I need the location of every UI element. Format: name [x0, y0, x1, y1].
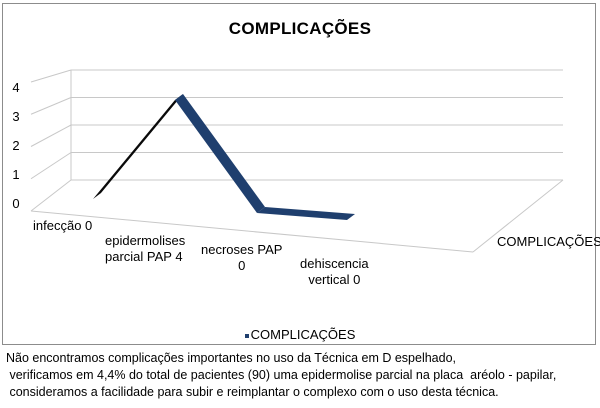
y-tick-label-3: 3	[12, 109, 20, 124]
gridline-side-4	[30, 69, 72, 83]
gridline-side-0	[30, 179, 72, 212]
caption: Não encontramos complicações importantes…	[6, 350, 598, 401]
ribbon-segment-2	[257, 207, 355, 220]
y-tick-label-1: 1	[12, 167, 20, 182]
chart-frame: COMPLICAÇÕES 0 1 2 3 4 infecção 0 epider…	[2, 3, 600, 345]
floor-front-edge	[30, 210, 474, 253]
gridline-side-2	[30, 124, 72, 147]
floor-right-edge	[472, 179, 564, 253]
legend-label: COMPLICAÇÕES	[250, 327, 356, 342]
caption-line-3: consideramos a facilidade para subir e r…	[6, 385, 499, 399]
gridline-side-3	[30, 97, 72, 115]
depth-axis-label: COMPLICAÇÕES	[497, 234, 600, 249]
category-label-dehiscencia: dehiscencia vertical 0	[300, 256, 369, 287]
ribbon-segment-0	[93, 94, 183, 199]
y-tick-label-2: 2	[12, 138, 20, 153]
chart-plot	[30, 69, 564, 253]
category-label-epidermolises: epidermolises parcial PAP 4	[105, 233, 186, 264]
legend-marker	[244, 333, 249, 338]
caption-line-1: Não encontramos complicações importantes…	[6, 351, 457, 365]
gridline-side-1	[30, 152, 72, 180]
legend: COMPLICAÇÕES	[3, 327, 597, 342]
category-label-necroses: necroses PAP 0	[201, 242, 283, 273]
ribbon-segment-1	[175, 94, 265, 213]
caption-line-2: verificamos em 4,4% do total de paciente…	[6, 368, 557, 382]
y-tick-label-4: 4	[12, 80, 20, 95]
chart-title: COMPLICAÇÕES	[228, 19, 372, 38]
y-tick-label-0: 0	[12, 196, 20, 211]
category-label-infeccao: infecção 0	[33, 218, 93, 233]
